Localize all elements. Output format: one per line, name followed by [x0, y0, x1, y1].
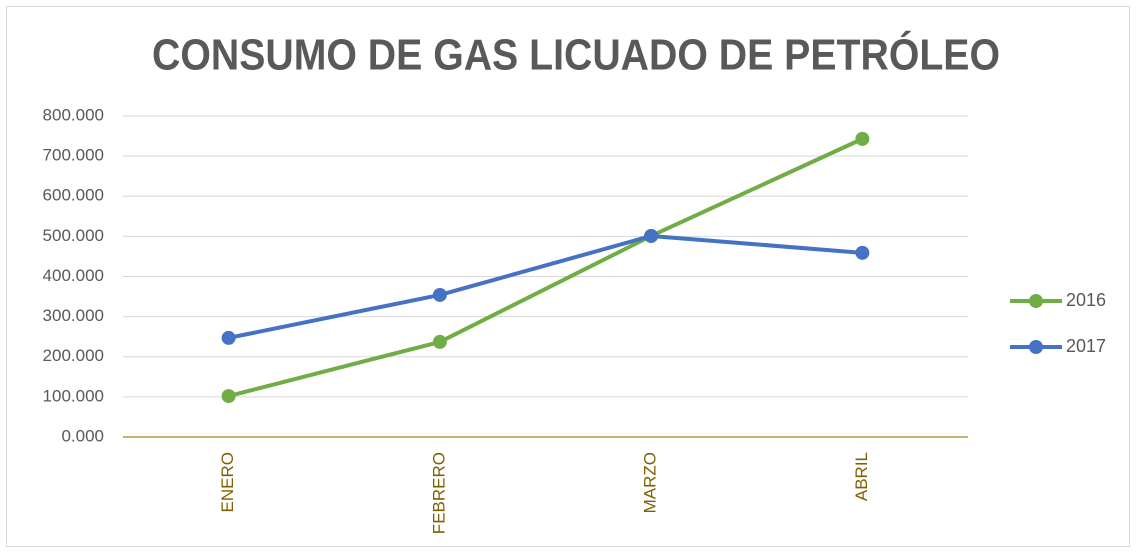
series-line [228, 137, 864, 399]
legend-label: 2016 [1066, 290, 1106, 310]
data-point [855, 131, 870, 146]
y-tick-label: 700.000 [43, 146, 104, 165]
chart-title: CONSUMO DE GAS LICUADO DE PETRÓLEO [152, 30, 1000, 80]
y-tick-label: 400.000 [43, 266, 104, 285]
legend-marker [1029, 340, 1043, 354]
x-tick-label: ABRIL [852, 452, 871, 501]
y-tick-label: 0.000 [61, 426, 104, 445]
legend-marker [1029, 294, 1043, 308]
y-tick-label: 300.000 [43, 306, 104, 325]
legend-label: 2017 [1066, 336, 1106, 356]
data-point [432, 334, 447, 349]
y-tick-label: 600.000 [43, 186, 104, 205]
series-line [228, 233, 863, 340]
data-point [855, 245, 870, 260]
y-tick-label: 500.000 [43, 226, 104, 245]
x-tick-label: FEBRERO [429, 452, 448, 534]
data-point [432, 287, 447, 302]
data-point [221, 330, 236, 345]
x-tick-label: MARZO [641, 452, 660, 513]
y-tick-label: 800.000 [43, 105, 104, 124]
data-point [644, 228, 659, 243]
x-tick-label: ENERO [218, 452, 237, 512]
data-point [221, 389, 236, 404]
y-tick-label: 100.000 [43, 386, 104, 405]
y-tick-label: 200.000 [43, 346, 104, 365]
